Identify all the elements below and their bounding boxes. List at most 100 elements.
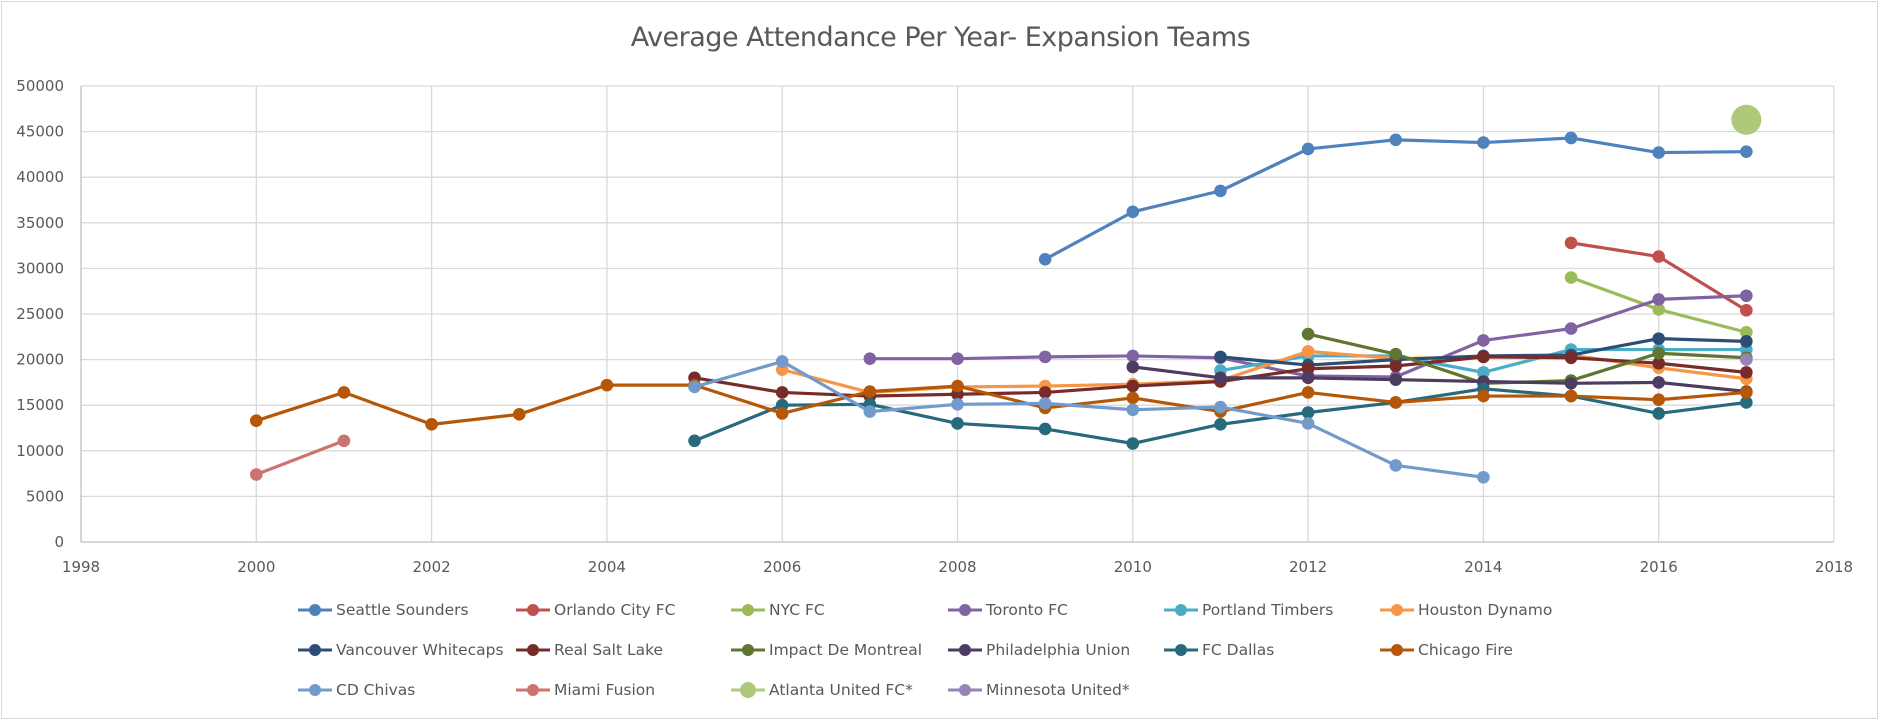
data-point (951, 379, 964, 393)
data-point (337, 434, 351, 448)
data-point (1564, 131, 1578, 145)
data-point (1652, 356, 1665, 370)
data-point (1477, 470, 1490, 484)
data-point (775, 386, 789, 399)
data-point (249, 414, 263, 428)
data-point (863, 385, 877, 398)
series-cd-chivas (688, 355, 1490, 484)
data-point (1301, 417, 1315, 430)
x-tick-label: 2006 (763, 558, 801, 576)
data-point (1740, 289, 1753, 303)
y-tick-label: 5000 (26, 487, 64, 505)
data-point (1301, 142, 1315, 156)
series-houston-dynamo (775, 345, 1753, 399)
x-tick-label: 2016 (1640, 558, 1678, 576)
data-point (1477, 389, 1490, 403)
legend-marker-icon (516, 604, 550, 616)
legend-item: Toronto FC (946, 598, 1068, 622)
data-point (1126, 360, 1140, 374)
data-point (775, 407, 789, 420)
plot-area: 0 5000 10000 15000 20000 25000 30000 35000 40000… (16, 77, 1853, 576)
legend-marker-icon (298, 644, 332, 656)
legend-label: NYC FC (769, 601, 825, 619)
legend-item: Miami Fusion (514, 678, 655, 702)
data-point (1214, 418, 1227, 431)
legend-label: Minnesota United* (986, 681, 1130, 699)
legend-marker-icon (1380, 644, 1414, 656)
legend-label: Real Salt Lake (554, 641, 664, 659)
data-point (1564, 236, 1578, 250)
legend-item: Seattle Sounders (296, 598, 469, 622)
data-point (1740, 386, 1753, 399)
legend-marker-icon (516, 684, 550, 696)
data-point (600, 378, 614, 392)
data-point (1740, 335, 1753, 348)
data-point (1564, 271, 1578, 284)
chart-title: Average Attendance Per Year- Expansion T… (630, 22, 1251, 53)
data-point (1477, 350, 1490, 364)
x-tick-label: 2002 (413, 558, 451, 576)
legend-marker-icon (948, 644, 982, 656)
legend-item: FC Dallas (1162, 638, 1274, 662)
data-point (1731, 104, 1762, 135)
x-tick-label: 2000 (237, 558, 275, 576)
data-point (1652, 346, 1665, 360)
series-line (255, 383, 1747, 426)
data-point (1477, 136, 1490, 149)
data-point (1564, 322, 1578, 335)
data-point (1740, 366, 1753, 379)
data-point (1301, 345, 1315, 358)
legend-item: Chicago Fire (1378, 638, 1513, 662)
legend-item: NYC FC (729, 598, 825, 622)
data-point (775, 355, 789, 368)
data-point (1652, 376, 1665, 389)
legend-item: Minnesota United* (946, 678, 1130, 702)
series-nyc-fc (1564, 271, 1753, 339)
legend-label: Philadelphia Union (986, 641, 1131, 659)
data-point (1740, 304, 1753, 317)
data-point (863, 352, 877, 365)
data-point (1126, 391, 1140, 405)
data-point (1214, 400, 1227, 414)
legend-label: CD Chivas (336, 681, 416, 699)
data-point (1301, 371, 1315, 385)
data-point (512, 408, 526, 421)
series-line (694, 359, 1484, 479)
legend-item: Atlanta United FC* (729, 678, 913, 702)
legend-item: Philadelphia Union (946, 638, 1130, 662)
data-point (1477, 366, 1490, 379)
legend-marker-icon (1380, 604, 1414, 616)
data-point (1477, 334, 1490, 347)
x-axis-ticks: 1998 2000 2002 2004 2006 2008 2010 2012 2014 2016… (62, 558, 1853, 576)
series-atlanta-united-fc (1731, 104, 1762, 135)
data-point (1038, 350, 1052, 364)
data-point (688, 434, 701, 448)
data-point (1652, 407, 1665, 420)
legend-item: Portland Timbers (1162, 598, 1333, 622)
data-point (1214, 371, 1227, 385)
legend-label: Miami Fusion (554, 681, 656, 699)
legend-label: Orlando City FC (554, 601, 676, 619)
data-point (951, 397, 964, 411)
legend-label: Portland Timbers (1202, 601, 1334, 619)
data-point (1126, 205, 1140, 219)
y-tick-label: 25000 (16, 305, 64, 323)
legend-label: Vancouver Whitecaps (336, 641, 504, 659)
series-miami-fusion (249, 434, 351, 481)
data-point (1301, 406, 1315, 419)
x-tick-label: 2004 (588, 558, 626, 576)
y-axis-ticks: 0 5000 10000 15000 20000 25000 30000 35000 40000… (16, 77, 64, 551)
legend-marker-icon (298, 604, 332, 616)
series-line (1044, 136, 1747, 261)
data-point (1389, 347, 1403, 361)
legend-item: Impact De Montreal (729, 638, 922, 662)
data-point (1301, 362, 1315, 376)
legend-item: CD Chivas (296, 678, 415, 702)
legend-label: Chicago Fire (1418, 641, 1513, 659)
y-tick-label: 10000 (16, 442, 64, 460)
legend-label: Seattle Sounders (336, 601, 469, 619)
data-point (1652, 332, 1665, 345)
y-tick-label: 15000 (16, 396, 64, 414)
axes (80, 86, 1834, 543)
y-tick-label: 40000 (16, 168, 64, 186)
